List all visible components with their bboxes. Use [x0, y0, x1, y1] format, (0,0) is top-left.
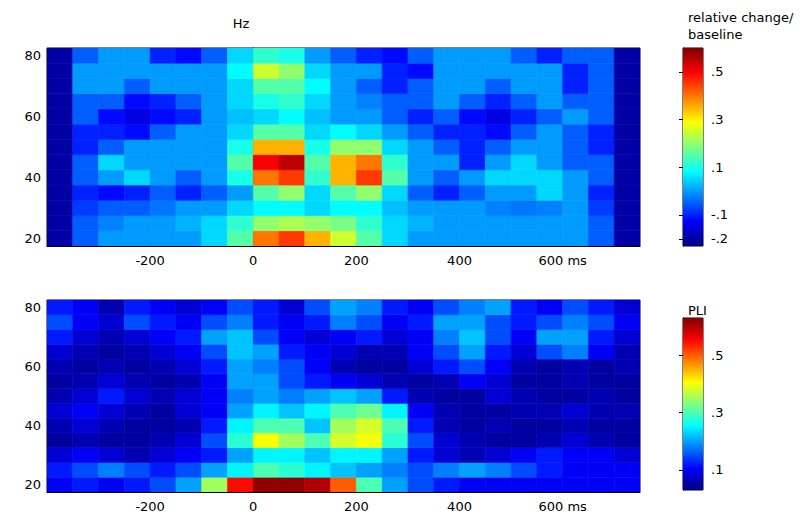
svg-text:40: 40: [24, 418, 41, 433]
svg-text:20: 20: [24, 231, 41, 246]
svg-text:200: 200: [344, 253, 369, 268]
svg-text:600 ms: 600 ms: [538, 253, 587, 268]
svg-text:-200: -200: [135, 253, 165, 268]
svg-text:60: 60: [24, 109, 41, 124]
svg-text:60: 60: [24, 359, 41, 374]
svg-text:.3: .3: [711, 112, 723, 127]
svg-text:.1: .1: [711, 160, 723, 175]
svg-text:relative change/: relative change/: [688, 10, 798, 25]
svg-text:600 ms: 600 ms: [538, 499, 587, 514]
svg-text:.3: .3: [711, 405, 723, 420]
svg-text:-200: -200: [135, 499, 165, 514]
svg-text:.5: .5: [711, 64, 723, 79]
svg-text:.5: .5: [711, 348, 723, 363]
svg-text:.1: .1: [711, 462, 723, 477]
svg-text:PLI: PLI: [688, 303, 707, 318]
svg-text:-.1: -.1: [711, 207, 728, 222]
svg-text:0: 0: [249, 253, 257, 268]
svg-text:20: 20: [24, 477, 41, 492]
svg-text:Hz: Hz: [233, 16, 250, 31]
svg-text:baseline: baseline: [688, 27, 742, 42]
svg-text:400: 400: [447, 499, 472, 514]
svg-text:200: 200: [344, 499, 369, 514]
svg-text:40: 40: [24, 170, 41, 185]
svg-text:80: 80: [24, 48, 41, 63]
svg-text:-.2: -.2: [711, 231, 728, 246]
svg-text:400: 400: [447, 253, 472, 268]
svg-text:80: 80: [24, 300, 41, 315]
svg-text:0: 0: [249, 499, 257, 514]
